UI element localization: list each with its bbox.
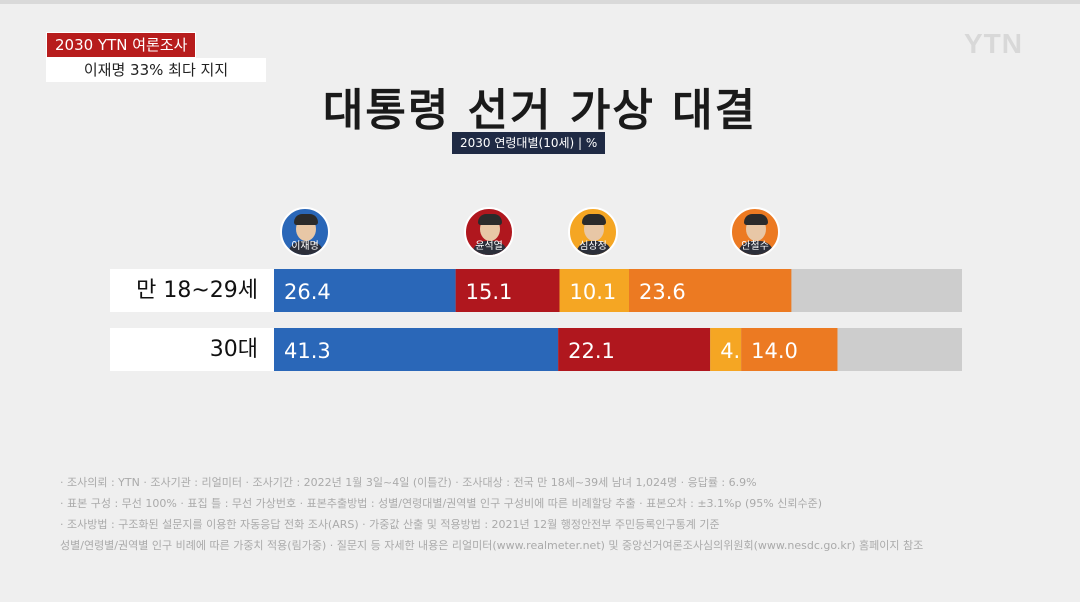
bar-value-label-0-1: 15.1 [466, 280, 513, 304]
bar-value-label-0-0: 26.4 [284, 280, 331, 304]
bar-segment-0-0 [274, 269, 456, 312]
footnote-4: 성별/연령별/권역별 인구 비례에 따른 가중치 적용(림가중) · 질문지 등… [60, 539, 924, 552]
bar-segment-1-2 [710, 328, 742, 371]
footnote-3: · 조사방법 : 구조화된 설문지를 이용한 자동응답 전화 조사(ARS) ·… [60, 518, 720, 531]
bar-value-label-0-2: 10.1 [570, 280, 617, 304]
candidate-name-3: 심상정 [579, 241, 607, 252]
footnote-2: · 표본 구성 : 무선 100% · 표집 틀 : 무선 가상번호 · 표본추… [60, 497, 822, 510]
bar-value-label-1-1: 22.1 [568, 339, 615, 363]
footnote-1: · 조사의뢰 : YTN · 조사기관 : 리얼미터 · 조사기간 : 2022… [60, 476, 757, 489]
candidate-avatar-4: 안철수 [730, 207, 780, 257]
headline-tag: 이재명 33% 최다 지지 [46, 58, 266, 82]
candidate-avatar-1: 이재명 [280, 207, 330, 257]
bar-segment-1-1 [558, 328, 711, 371]
chart-subtitle: 2030 연령대별(10세) | % [452, 132, 606, 154]
top-divider [0, 0, 1080, 4]
bar-segment-0-2 [559, 269, 630, 312]
bar-value-label-0-3: 23.6 [639, 280, 686, 304]
chart-title: 대통령 선거 가상 대결 [322, 85, 758, 136]
bar-segment-0-1 [455, 269, 560, 312]
bar-segment-0-3 [629, 269, 792, 312]
row-label-30s: 30대 [110, 328, 274, 371]
candidate-name-2: 윤석열 [475, 241, 503, 252]
bar-value-label-1-0: 41.3 [284, 339, 331, 363]
row-label-18-29: 만 18~29세 [110, 269, 274, 312]
survey-tag: 2030 YTN 여론조사 [46, 32, 197, 58]
candidate-name-1: 이재명 [291, 241, 319, 252]
bar-value-label-1-3: 14.0 [751, 339, 798, 363]
bar-segment-1-3 [741, 328, 838, 371]
candidate-avatar-3: 심상정 [568, 207, 618, 257]
candidate-name-4: 안철수 [741, 241, 769, 252]
candidate-avatar-2: 윤석열 [464, 207, 514, 257]
ytn-logo: YTN [964, 28, 1023, 59]
bar-segment-1-0 [274, 328, 559, 371]
